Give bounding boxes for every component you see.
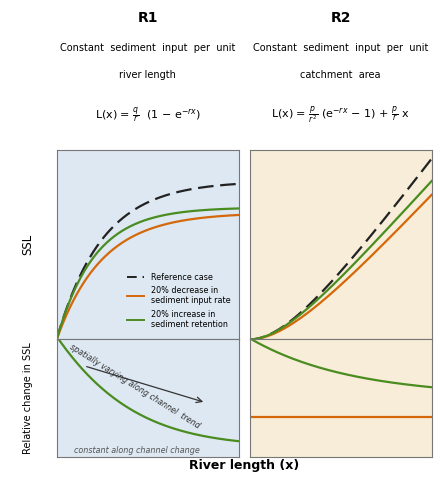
Text: Relative change in SSL: Relative change in SSL (23, 342, 33, 454)
Text: SSL: SSL (21, 234, 34, 255)
Text: river length: river length (119, 70, 176, 80)
Text: catchment  area: catchment area (300, 70, 381, 80)
Text: River length (x): River length (x) (189, 460, 299, 472)
Text: spatially varying along channel  trend: spatially varying along channel trend (68, 342, 201, 430)
Text: Constant  sediment  input  per  unit: Constant sediment input per unit (253, 42, 428, 52)
Text: R1: R1 (137, 11, 158, 25)
Legend: Reference case, 20% decrease in
sediment input rate, 20% increase in
sediment re: Reference case, 20% decrease in sediment… (124, 270, 233, 332)
Text: L(x) = $\frac{p}{r^2}$ (e$^{-rx}$ $-$ 1) + $\frac{p}{r}$ x: L(x) = $\frac{p}{r^2}$ (e$^{-rx}$ $-$ 1)… (272, 104, 410, 126)
Text: R2: R2 (330, 11, 351, 25)
Text: constant along channel change: constant along channel change (74, 446, 200, 455)
Text: Constant  sediment  input  per  unit: Constant sediment input per unit (60, 42, 235, 52)
Text: L(x) = $\frac{q}{r}$  (1 $-$ e$^{-rx}$): L(x) = $\frac{q}{r}$ (1 $-$ e$^{-rx}$) (95, 105, 201, 124)
